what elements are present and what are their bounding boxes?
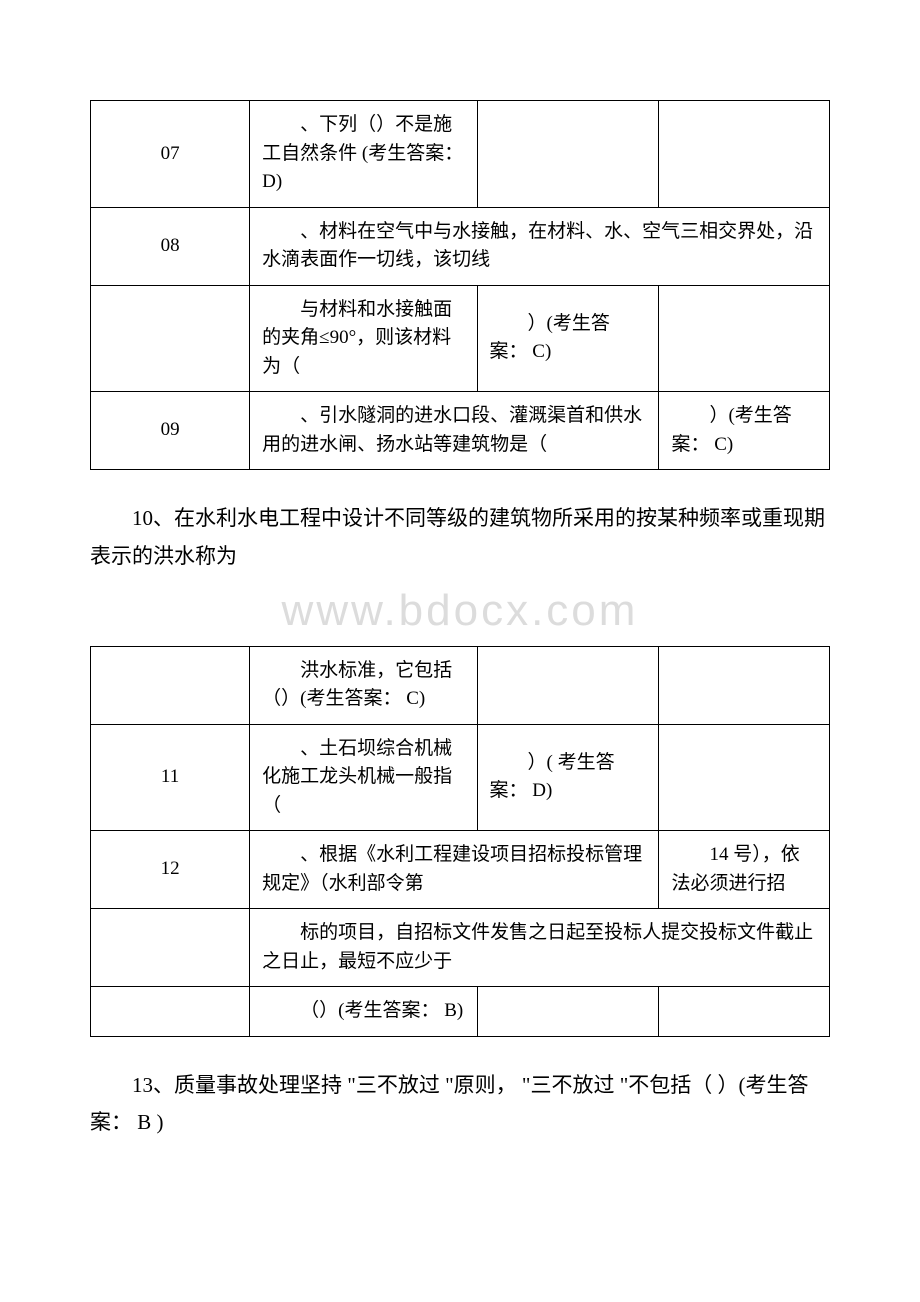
paragraph-question-13: 13、质量事故处理坚持 "三不放过 "原则， "三不放过 "不包括（ ）(考生答… <box>90 1067 830 1143</box>
answer-text: ）(考生答案： C) <box>477 285 659 392</box>
cell-empty <box>659 285 830 392</box>
answer-text: ）( 考生答案： D) <box>477 724 659 831</box>
questions-table-1: 07 、下列（）不是施工自然条件 (考生答案：D) 08 、材料在空气中与水接触… <box>90 100 830 470</box>
table-row: 12 、根据《水利工程建设项目招标投标管理规定》（水利部令第 14 号），依法必… <box>91 831 830 909</box>
table-row: 与材料和水接触面的夹角≤90°，则该材料为（ ）(考生答案： C) <box>91 285 830 392</box>
question-number: 09 <box>91 392 250 470</box>
cell-empty <box>659 646 830 724</box>
question-number: 08 <box>91 207 250 285</box>
cell-empty <box>91 285 250 392</box>
answer-text: 14 号），依法必须进行招 <box>659 831 830 909</box>
cell-empty <box>477 987 659 1037</box>
cell-empty <box>91 646 250 724</box>
cell-empty <box>659 987 830 1037</box>
answer-text: ）(考生答案： C) <box>659 392 830 470</box>
question-text: 、根据《水利工程建设项目招标投标管理规定》（水利部令第 <box>250 831 659 909</box>
questions-table-2: 洪水标准，它包括（）(考生答案： C) 11 、土石坝综合机械化施工龙头机械一般… <box>90 646 830 1037</box>
question-text: 、引水隧洞的进水口段、灌溉渠首和供水用的进水闸、扬水站等建筑物是（ <box>250 392 659 470</box>
table-row: 洪水标准，它包括（）(考生答案： C) <box>91 646 830 724</box>
cell-empty <box>477 646 659 724</box>
question-text: 、土石坝综合机械化施工龙头机械一般指（ <box>250 724 477 831</box>
cell-empty <box>659 724 830 831</box>
cell-empty <box>477 101 659 208</box>
table-row: 07 、下列（）不是施工自然条件 (考生答案：D) <box>91 101 830 208</box>
question-text: 、下列（）不是施工自然条件 (考生答案：D) <box>250 101 477 208</box>
table-row: 11 、土石坝综合机械化施工龙头机械一般指（ ）( 考生答案： D) <box>91 724 830 831</box>
cell-empty <box>659 101 830 208</box>
question-number: 11 <box>91 724 250 831</box>
question-text: 、材料在空气中与水接触，在材料、水、空气三相交界处，沿水滴表面作一切线，该切线 <box>250 207 830 285</box>
paragraph-question-10: 10、在水利水电工程中设计不同等级的建筑物所采用的按某种频率或重现期表示的洪水称… <box>90 500 830 576</box>
cell-empty <box>91 909 250 987</box>
table-row: 09 、引水隧洞的进水口段、灌溉渠首和供水用的进水闸、扬水站等建筑物是（ ）(考… <box>91 392 830 470</box>
question-number: 07 <box>91 101 250 208</box>
cell-empty <box>91 987 250 1037</box>
question-text: 标的项目，自招标文件发售之日起至投标人提交投标文件截止之日止，最短不应少于 <box>250 909 830 987</box>
table-row: 08 、材料在空气中与水接触，在材料、水、空气三相交界处，沿水滴表面作一切线，该… <box>91 207 830 285</box>
question-number: 12 <box>91 831 250 909</box>
table-row: 标的项目，自招标文件发售之日起至投标人提交投标文件截止之日止，最短不应少于 <box>91 909 830 987</box>
table-row: （）(考生答案： B) <box>91 987 830 1037</box>
question-text: 洪水标准，它包括（）(考生答案： C) <box>250 646 477 724</box>
answer-text: （）(考生答案： B) <box>250 987 477 1037</box>
watermark-text: www.bdocx.com <box>90 586 830 636</box>
question-text: 与材料和水接触面的夹角≤90°，则该材料为（ <box>250 285 477 392</box>
